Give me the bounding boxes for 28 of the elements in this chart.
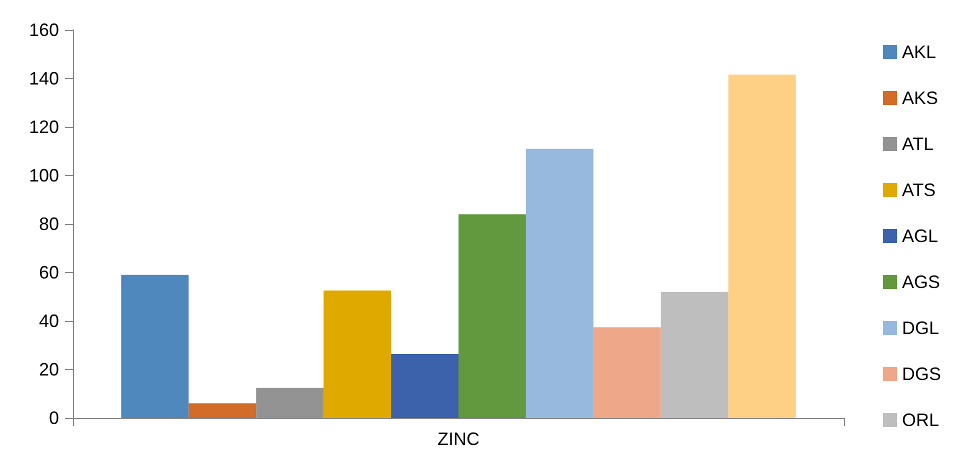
x-tick-label: ZINC — [438, 429, 480, 449]
bar — [324, 290, 392, 418]
y-tick-label: 120 — [28, 117, 59, 137]
y-tick-label: 20 — [38, 360, 59, 380]
bar — [391, 354, 458, 418]
y-tick-label: 0 — [48, 408, 59, 428]
bar — [593, 327, 661, 418]
legend-label: AGS — [902, 272, 940, 292]
bar — [458, 214, 526, 418]
y-tick-label: 100 — [28, 166, 59, 186]
bar — [188, 403, 256, 418]
legend-label: AGL — [902, 226, 938, 246]
legend-label: DGL — [902, 318, 940, 338]
legend-label: ATS — [902, 180, 936, 200]
legend-label: ATL — [902, 134, 934, 154]
legend-label: AKS — [902, 88, 938, 108]
legend-label: ORL — [902, 410, 940, 430]
bar — [728, 74, 796, 418]
y-tick-label: 40 — [38, 311, 59, 331]
legend-label: AKL — [902, 42, 936, 62]
legend-label: DGS — [902, 364, 942, 384]
y-tick-label: 140 — [28, 68, 59, 88]
bar — [121, 274, 189, 418]
y-tick-label: 80 — [38, 214, 59, 234]
y-tick-label: 160 — [28, 20, 59, 40]
bar — [526, 148, 594, 418]
bar — [660, 292, 728, 418]
y-tick-label: 60 — [38, 262, 59, 282]
